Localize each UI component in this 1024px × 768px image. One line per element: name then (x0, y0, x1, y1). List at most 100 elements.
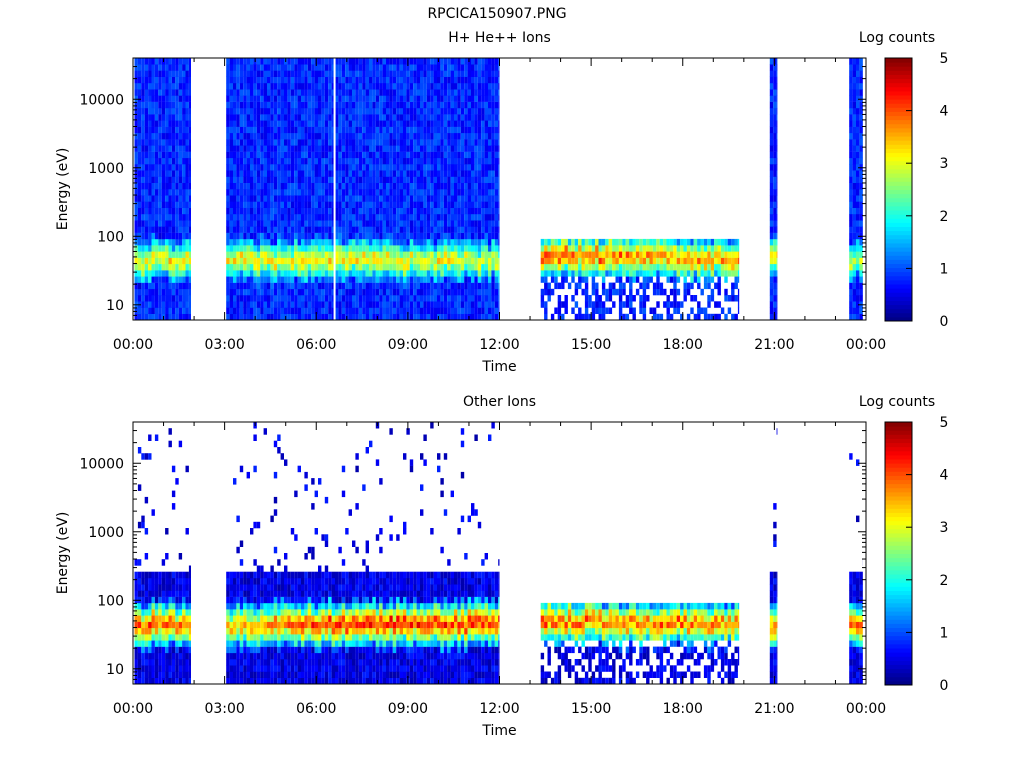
heatmap-cell (369, 70, 373, 77)
heatmap-cell (341, 176, 346, 183)
heatmap-cell (430, 70, 434, 77)
heatmap-cell (488, 64, 492, 71)
heatmap-cell (188, 89, 191, 96)
heatmap-cell (151, 89, 155, 96)
heatmap-cell (676, 270, 681, 277)
heatmap-cell (256, 176, 261, 183)
heatmap-cell (392, 226, 397, 233)
heatmap-cell (318, 114, 322, 121)
heatmap-cell (165, 288, 169, 296)
heatmap-cell (474, 301, 478, 308)
heatmap-cell (447, 301, 451, 308)
heatmap-cell (460, 76, 465, 84)
heatmap-cell (307, 207, 312, 215)
heatmap-cell (260, 189, 264, 196)
heatmap-cell (700, 307, 704, 314)
heatmap-cell (168, 182, 172, 190)
heatmap-cell (290, 238, 295, 246)
heatmap-cell (375, 132, 380, 140)
heatmap-cell (226, 64, 230, 71)
heatmap-cell (243, 89, 247, 96)
heatmap-cell (598, 238, 602, 246)
heatmap-cell (471, 70, 475, 77)
heatmap-cell (474, 132, 478, 140)
heatmap-cell (544, 263, 548, 271)
heatmap-cell (433, 195, 437, 202)
heatmap-cell (141, 238, 145, 246)
heatmap-cell (256, 257, 261, 265)
heatmap-cell (584, 295, 589, 302)
heatmap-cell (481, 58, 485, 65)
heatmap-cell (554, 245, 558, 252)
heatmap-cell (263, 201, 267, 208)
heatmap-cell (413, 238, 417, 246)
heatmap-cell (464, 295, 468, 302)
heatmap-cell (304, 132, 308, 140)
heatmap-cell (328, 83, 332, 90)
heatmap-cell (301, 83, 305, 90)
heatmap-cell (304, 170, 308, 177)
heatmap-cell (856, 126, 860, 134)
heatmap-cell (263, 282, 267, 290)
heatmap-cell (773, 257, 777, 265)
heatmap-cell (154, 295, 159, 302)
heatmap-cell (372, 132, 376, 140)
heatmap-cell (175, 58, 179, 65)
heatmap-cell (498, 270, 500, 277)
heatmap-cell (161, 207, 166, 215)
heatmap-cell (389, 313, 393, 321)
heatmap-cell (464, 251, 468, 258)
heatmap-cell (635, 257, 640, 265)
heatmap-cell (457, 251, 461, 258)
heatmap-cell (352, 126, 356, 134)
heatmap-cell (426, 89, 431, 96)
heatmap-cell (776, 245, 778, 252)
heatmap-cell (467, 257, 471, 265)
heatmap-cell (294, 189, 298, 196)
heatmap-cell (256, 313, 261, 321)
heatmap-cell (423, 263, 427, 271)
heatmap-cell (673, 301, 677, 308)
heatmap-cell (318, 70, 322, 77)
heatmap-cell (477, 101, 482, 109)
heatmap-cell (396, 220, 400, 227)
heatmap-cell (491, 270, 495, 277)
heatmap-cell (382, 89, 386, 96)
heatmap-cell (547, 238, 551, 246)
heatmap-cell (703, 238, 708, 246)
heatmap-cell (161, 220, 166, 227)
heatmap-cell (284, 139, 288, 146)
heatmap-cell (392, 176, 397, 183)
heatmap-cell (646, 257, 650, 265)
heatmap-cell (239, 301, 244, 308)
heatmap-cell (226, 207, 230, 215)
heatmap-cell (273, 126, 278, 134)
heatmap-cell (280, 145, 284, 152)
heatmap-cell (267, 214, 271, 221)
heatmap-cell (141, 107, 145, 115)
heatmap-cell (318, 307, 322, 314)
heatmap-cell (440, 58, 444, 65)
heatmap-cell (416, 220, 420, 227)
heatmap-cell (318, 58, 322, 65)
heatmap-cell (188, 301, 191, 308)
heatmap-cell (697, 307, 701, 314)
heatmap-cell (430, 170, 434, 177)
heatmap-cell (239, 270, 244, 277)
heatmap-cell (304, 151, 308, 159)
heatmap-cell (416, 83, 420, 90)
heatmap-cell (769, 207, 774, 215)
heatmap-cell (158, 176, 162, 183)
heatmap-cell (277, 251, 281, 258)
heatmap-cell (307, 182, 312, 190)
heatmap-cell (488, 139, 492, 146)
heatmap-cell (141, 126, 145, 134)
heatmap-cell (284, 120, 288, 127)
heatmap-cell (375, 151, 380, 159)
heatmap-cell (290, 195, 295, 202)
heatmap-cell (406, 145, 410, 152)
heatmap-cell (304, 226, 308, 233)
heatmap-cell (581, 263, 585, 271)
heatmap-cell (443, 139, 448, 146)
heatmap-cell (277, 58, 281, 65)
